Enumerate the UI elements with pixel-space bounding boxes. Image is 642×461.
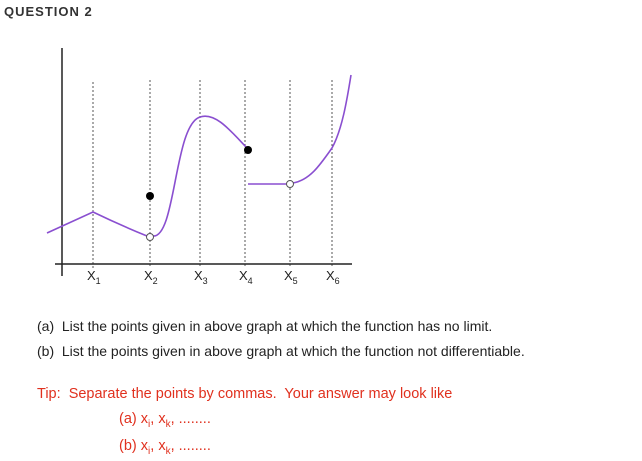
x-label-sub: 5 [293, 276, 298, 286]
x-label: X1 [87, 268, 101, 286]
term-base: x [140, 438, 149, 454]
open-point [286, 180, 294, 188]
example-label: (b) [119, 438, 137, 454]
dashed-guides [92, 80, 333, 268]
ellipsis: ........ [178, 438, 211, 454]
example-label: (a) [119, 411, 137, 427]
curve [46, 74, 352, 237]
separator: , [170, 438, 175, 454]
term-sub: k [165, 418, 171, 430]
x-label-base: X [326, 268, 335, 283]
term-sub: k [165, 445, 171, 457]
question-b: (b) List the points given in above graph… [37, 343, 525, 359]
x-label: X4 [239, 268, 253, 286]
term-base: x [158, 411, 166, 427]
example: (a) xi, xk, ........ [119, 411, 211, 430]
term-sub: i [148, 418, 151, 430]
x-label-sub: 1 [96, 276, 101, 286]
x-label-base: X [194, 268, 203, 283]
separator: , [150, 411, 155, 427]
filled-point [244, 146, 252, 154]
separator: , [150, 438, 155, 454]
term-base: x [140, 411, 149, 427]
x-label-sub: 4 [248, 276, 253, 286]
x-label-sub: 3 [203, 276, 208, 286]
x-label-base: X [144, 268, 153, 283]
open-point [146, 233, 154, 241]
example: (b) xi, xk, ........ [119, 438, 211, 457]
x-label: X6 [326, 268, 340, 286]
x-label-sub: 2 [153, 276, 158, 286]
tip: Tip: Separate the points by commas. Your… [37, 386, 453, 402]
x-label-base: X [87, 268, 96, 283]
ellipsis: ........ [178, 411, 211, 427]
filled-point [146, 192, 154, 200]
x-label-sub: 6 [335, 276, 340, 286]
graph: X1 X2 X3 X4 X5 X6 [46, 48, 352, 286]
term-base: x [158, 438, 166, 454]
term-sub: i [148, 445, 151, 457]
separator: , [170, 411, 175, 427]
question-title: QUESTION 2 [4, 4, 93, 19]
x-label-base: X [284, 268, 293, 283]
x-label: X2 [144, 268, 158, 286]
x-label-base: X [239, 268, 248, 283]
question-a: (a) List the points given in above graph… [37, 318, 493, 334]
x-label: X3 [194, 268, 208, 286]
x-label: X5 [284, 268, 298, 286]
